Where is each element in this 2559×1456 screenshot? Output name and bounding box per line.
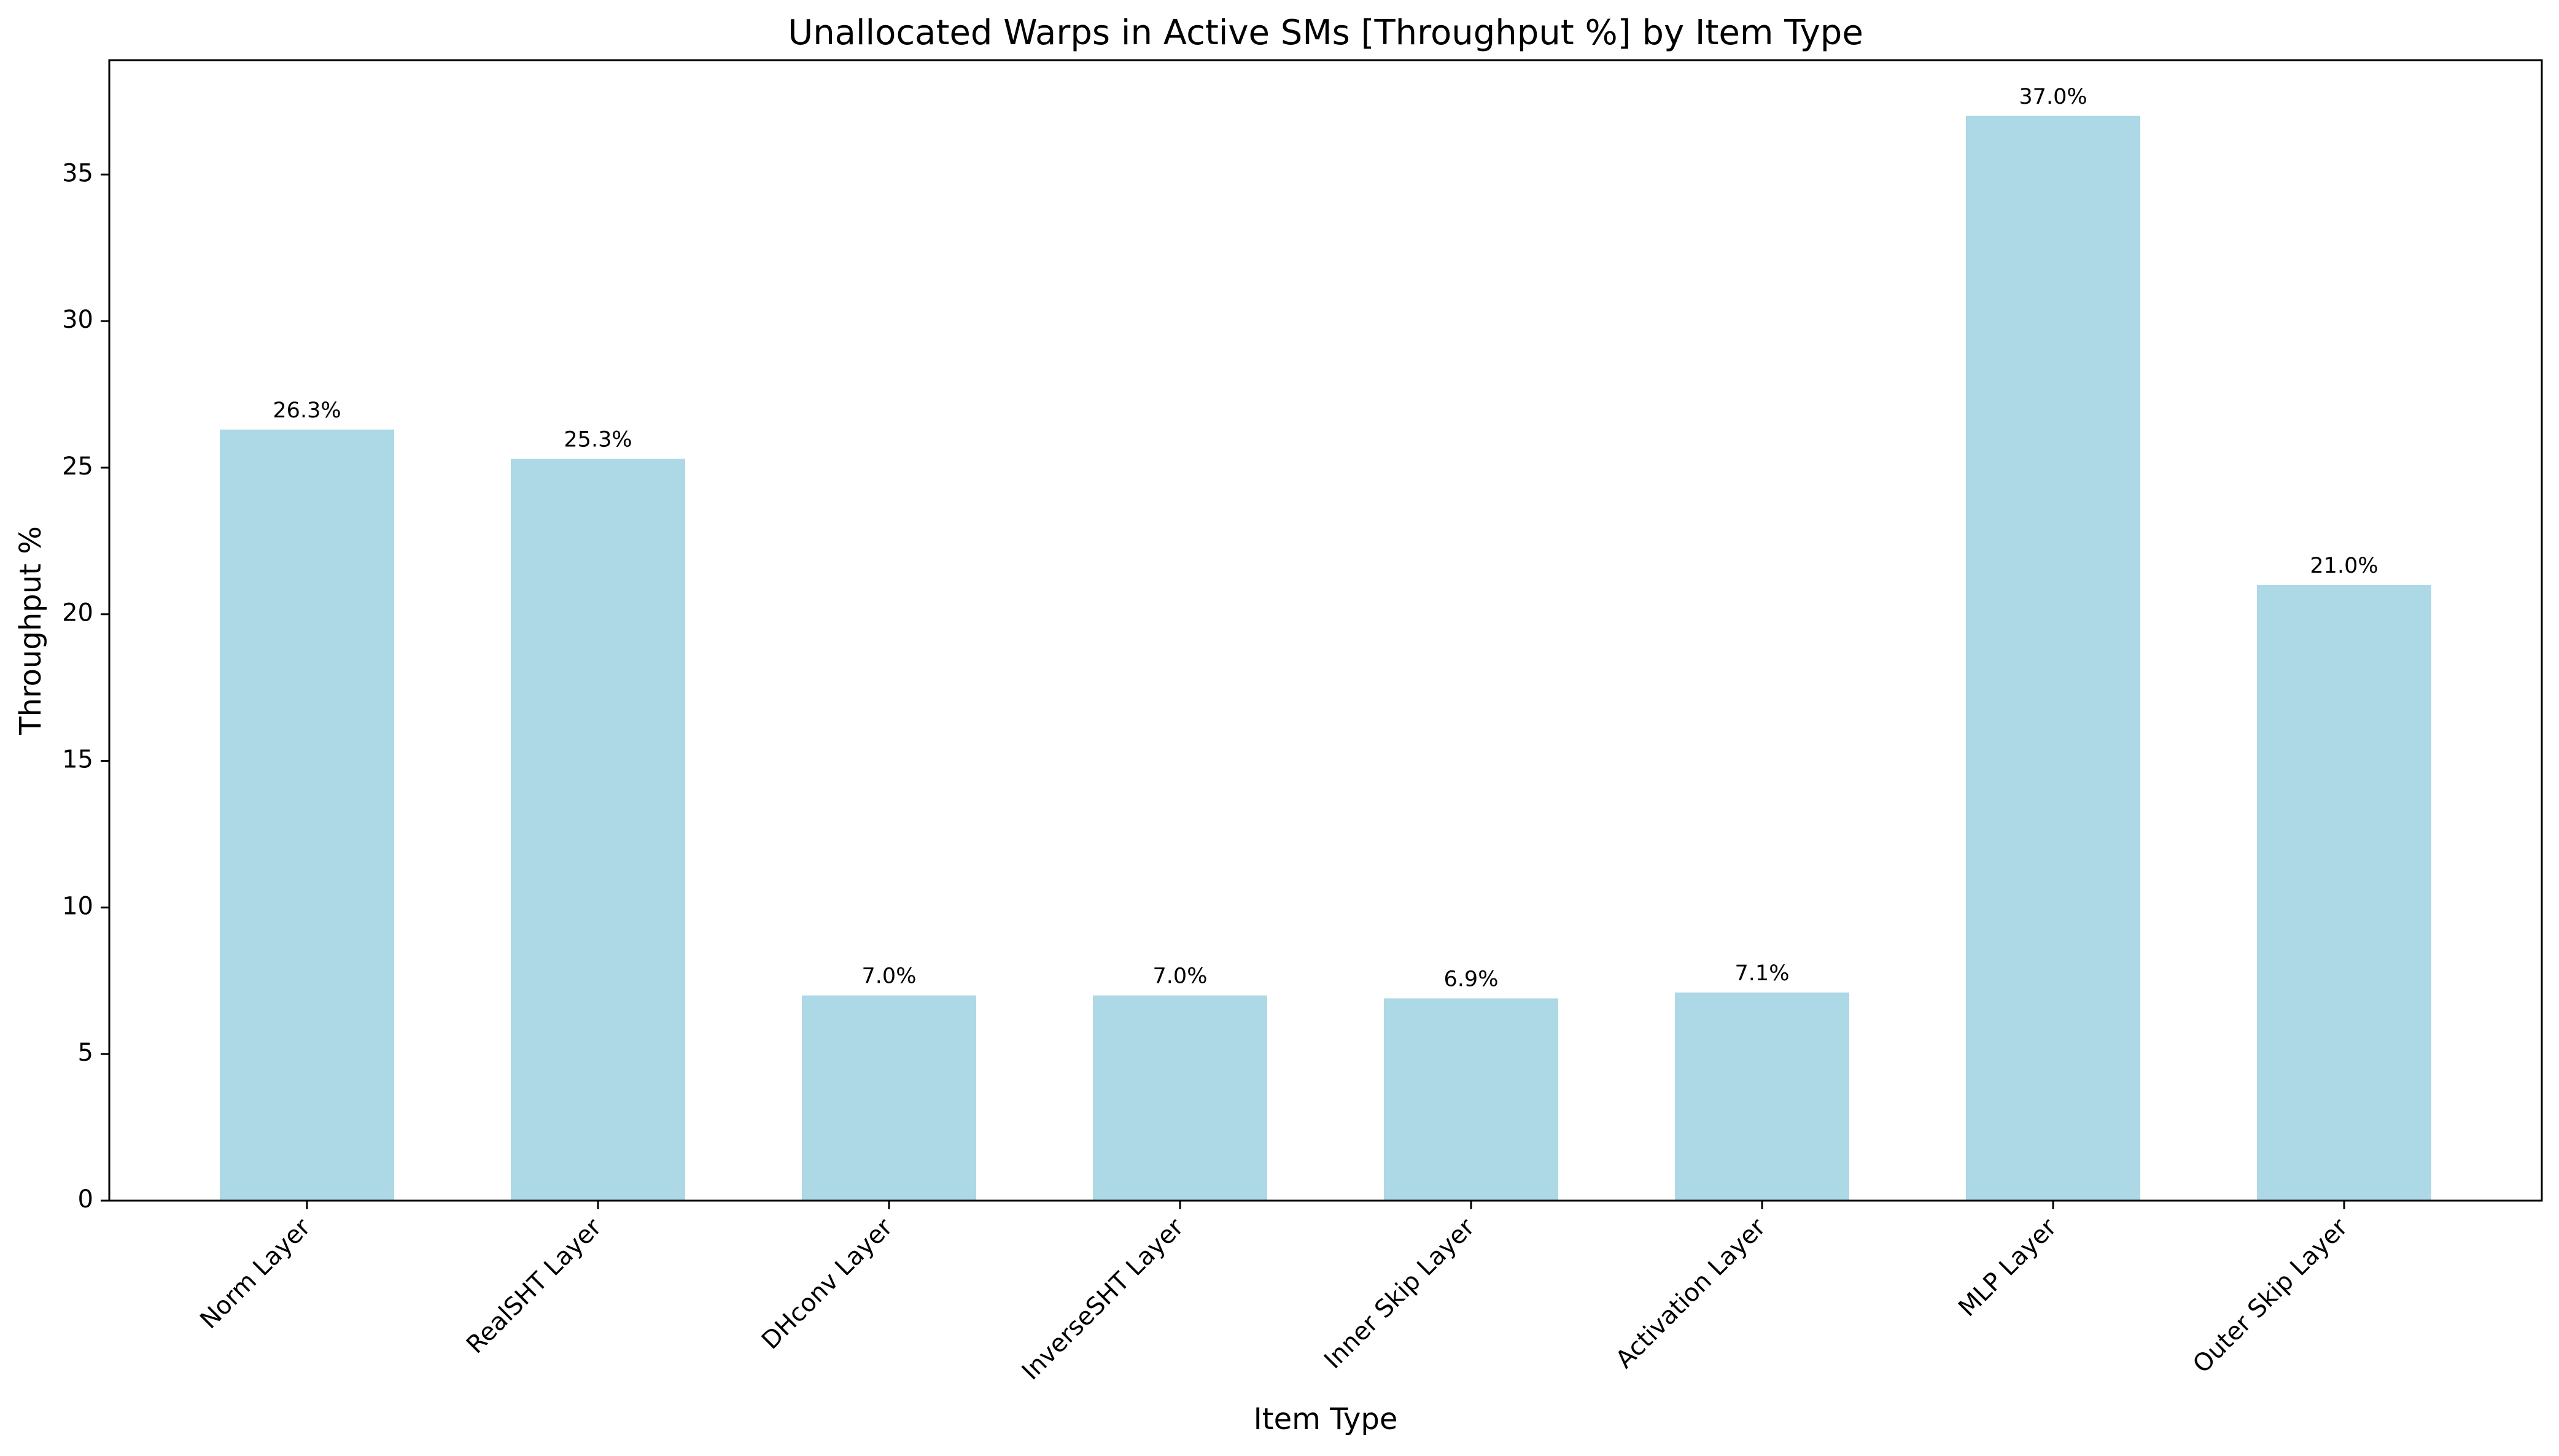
bar-value-label: 7.1% [1735, 961, 1790, 986]
bars [220, 115, 2431, 1201]
y-axis-label: Throughput % [14, 526, 48, 735]
bar-value-label: 21.0% [2310, 554, 2378, 578]
bar [220, 429, 394, 1201]
x-axis-label: Item Type [1254, 1402, 1398, 1436]
y-axis-ticks: 0 5 10 15 20 25 30 35 [62, 159, 109, 1214]
y-tick-label: 10 [62, 892, 93, 920]
bar-value-label: 26.3% [273, 398, 341, 423]
y-tick-label: 5 [78, 1039, 93, 1067]
bar-value-label: 6.9% [1444, 967, 1499, 991]
bar-value-label: 25.3% [564, 428, 632, 452]
bar [2257, 584, 2431, 1201]
bar [511, 459, 685, 1201]
y-tick-label: 25 [62, 452, 93, 481]
bar [802, 995, 976, 1201]
bar-value-label: 37.0% [2019, 85, 2087, 109]
bar [1675, 992, 1849, 1201]
bar [1966, 115, 2140, 1201]
y-tick-label: 35 [62, 159, 93, 187]
y-tick-label: 20 [62, 599, 93, 627]
plot-frame [108, 59, 2543, 1202]
bar [1384, 998, 1558, 1201]
bar-value-label: 7.0% [1153, 964, 1208, 989]
y-tick-label: 0 [78, 1185, 93, 1214]
bar-value-label: 7.0% [862, 964, 917, 989]
chart-title: Unallocated Warps in Active SMs [Through… [788, 13, 1863, 53]
bar [1093, 995, 1267, 1201]
y-tick-label: 30 [62, 306, 93, 334]
bar-value-labels: 26.3% 25.3% 7.0% 7.0% 6.9% 7.1% 37.0% 21.0% [273, 85, 2378, 992]
y-tick-label: 15 [62, 746, 93, 774]
